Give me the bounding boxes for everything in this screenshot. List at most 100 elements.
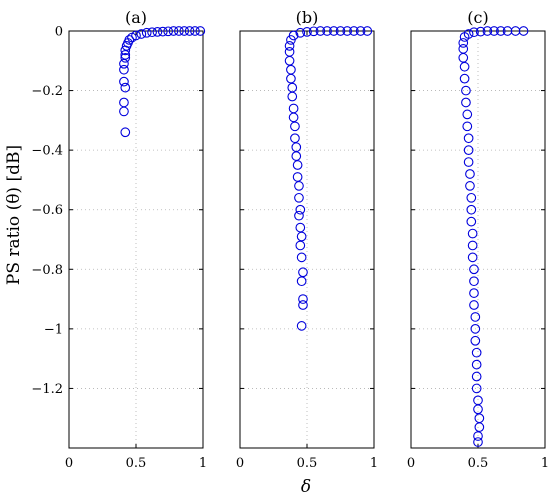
data-point bbox=[190, 26, 200, 36]
data-point bbox=[286, 73, 296, 84]
x-tick-label: 1 bbox=[541, 456, 549, 471]
data-point bbox=[120, 52, 131, 63]
data-point bbox=[179, 26, 190, 36]
y-tick-label: −0.4 bbox=[31, 144, 63, 159]
data-point bbox=[119, 97, 129, 108]
data-point bbox=[298, 294, 308, 304]
data-point bbox=[469, 264, 479, 275]
data-point bbox=[296, 252, 307, 263]
data-point bbox=[168, 26, 179, 36]
data-point bbox=[473, 404, 483, 415]
data-point bbox=[471, 383, 482, 394]
data-point bbox=[459, 61, 470, 72]
data-point bbox=[136, 29, 147, 39]
data-point bbox=[288, 112, 299, 123]
data-point bbox=[463, 145, 474, 155]
data-point bbox=[335, 26, 346, 36]
data-point bbox=[290, 121, 300, 132]
data-point bbox=[287, 91, 298, 102]
data-point bbox=[119, 64, 129, 75]
data-point bbox=[288, 103, 299, 114]
data-point bbox=[467, 240, 478, 251]
data-point bbox=[294, 181, 304, 191]
x-tick-label: 0.5 bbox=[297, 456, 318, 471]
x-tick-label: 0 bbox=[407, 456, 415, 471]
data-point bbox=[294, 192, 304, 203]
data-point bbox=[466, 216, 477, 227]
data-point bbox=[174, 26, 184, 36]
data-point bbox=[471, 347, 482, 358]
data-point bbox=[470, 335, 481, 346]
data-point bbox=[284, 41, 295, 51]
data-point bbox=[298, 267, 308, 278]
data-point bbox=[473, 395, 483, 406]
data-points bbox=[119, 26, 206, 138]
data-point bbox=[302, 27, 312, 37]
data-point bbox=[362, 26, 373, 36]
x-tick-label: 0 bbox=[236, 456, 244, 471]
data-point bbox=[471, 359, 482, 370]
data-point bbox=[292, 172, 303, 182]
data-point bbox=[470, 312, 481, 322]
data-point bbox=[466, 192, 477, 203]
data-point bbox=[124, 35, 135, 45]
data-point bbox=[463, 29, 474, 39]
x-tick-label: 0.5 bbox=[126, 456, 147, 471]
panel-title: (b) bbox=[296, 8, 319, 27]
data-point bbox=[469, 300, 479, 310]
data-point bbox=[288, 30, 299, 41]
data-point bbox=[462, 109, 473, 120]
data-point bbox=[141, 27, 152, 38]
panel-c: 0 0.5 1 (c) bbox=[407, 8, 549, 471]
data-point bbox=[475, 26, 486, 37]
data-point bbox=[298, 300, 308, 310]
data-point bbox=[473, 437, 483, 447]
panel-b: 0 0.5 1 (b) bbox=[236, 8, 378, 471]
panel-title: (a) bbox=[125, 8, 147, 27]
y-tick-label: −1.2 bbox=[31, 382, 63, 397]
data-point bbox=[284, 55, 295, 66]
data-point bbox=[322, 26, 332, 36]
data-point bbox=[466, 204, 477, 215]
panel-title: (c) bbox=[467, 8, 488, 27]
data-point bbox=[131, 30, 141, 41]
data-point bbox=[328, 26, 339, 36]
data-point bbox=[163, 26, 174, 37]
data-point bbox=[315, 26, 326, 36]
data-point bbox=[296, 321, 307, 331]
data-point bbox=[119, 58, 129, 69]
x-tick-label: 0.5 bbox=[468, 456, 489, 471]
x-tick-label: 1 bbox=[199, 456, 207, 471]
data-point bbox=[291, 151, 302, 161]
x-axis-label: δ bbox=[301, 477, 311, 497]
data-point bbox=[342, 26, 353, 36]
data-point bbox=[469, 27, 479, 38]
data-point bbox=[489, 26, 499, 36]
data-point bbox=[469, 276, 479, 287]
panel-a: 0 0.5 1 0 −0.2 −0.4 −0.6 −0.8 −1 −1.2 (a) bbox=[31, 8, 207, 471]
y-tick-label: −0.2 bbox=[31, 84, 63, 99]
data-point bbox=[147, 27, 157, 38]
data-point bbox=[459, 73, 470, 84]
data-point bbox=[510, 26, 521, 36]
y-tick-label: −1 bbox=[44, 322, 63, 337]
data-point bbox=[184, 26, 195, 36]
data-point bbox=[295, 222, 306, 233]
data-point bbox=[308, 26, 319, 37]
y-axis-label: PS ratio (θ) [dB] bbox=[4, 145, 24, 285]
data-point bbox=[474, 422, 485, 433]
data-point bbox=[458, 52, 469, 63]
data-point bbox=[119, 76, 129, 87]
data-point bbox=[474, 413, 485, 424]
data-point bbox=[463, 133, 474, 144]
y-tick-label: −0.8 bbox=[31, 263, 63, 278]
data-point bbox=[470, 324, 481, 334]
data-point bbox=[465, 181, 475, 191]
data-point bbox=[467, 252, 478, 263]
data-point bbox=[290, 133, 300, 144]
data-point bbox=[295, 240, 306, 251]
data-point bbox=[471, 371, 482, 382]
data-point bbox=[502, 26, 513, 36]
panels: 0 0.5 10−0.2−0.4−0.6−0.8−1−1.2(a)0 0.5 1(b)0… bbox=[31, 8, 549, 471]
